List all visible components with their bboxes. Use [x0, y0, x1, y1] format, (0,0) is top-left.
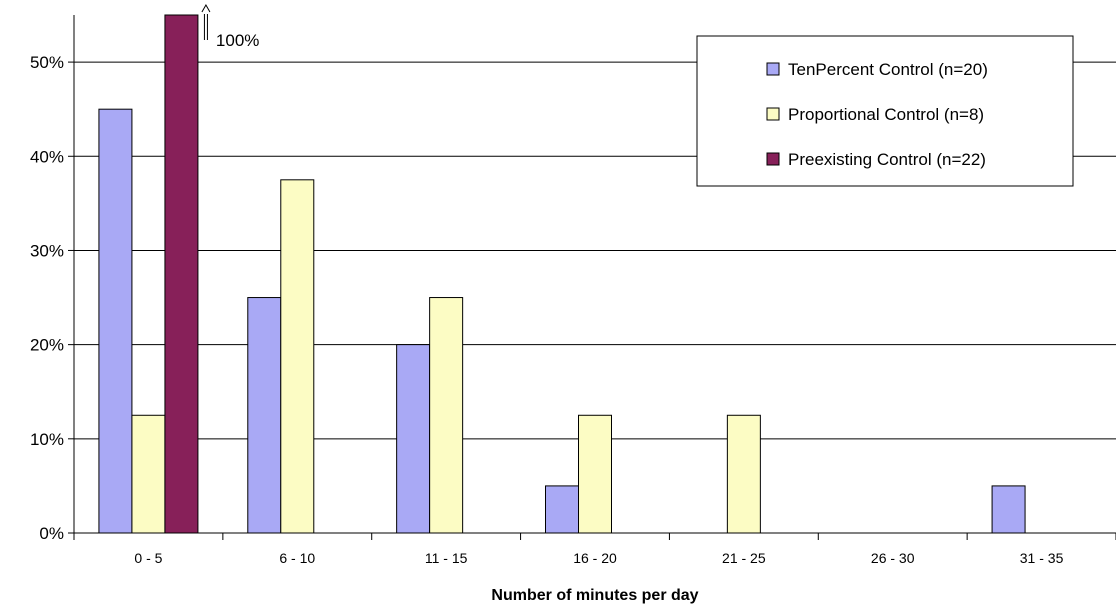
- x-tick-label: 16 - 20: [573, 550, 617, 566]
- x-tick-labels: 0 - 5 6 - 10 11 - 15 16 - 20 21 - 25 26 - 30 3…: [73, 533, 1116, 566]
- overflow-annotation: 100%: [201, 3, 259, 50]
- x-tick-label: 26 - 30: [871, 550, 915, 566]
- y-tick-label: 0%: [39, 524, 64, 543]
- legend-swatch: [766, 107, 780, 121]
- bar: [991, 485, 1026, 534]
- bar: [280, 179, 315, 534]
- x-tick-label: 0 - 5: [134, 550, 162, 566]
- legend-label: Proportional Control (n=8): [788, 105, 984, 124]
- overflow-annotation-label: 100%: [216, 31, 259, 50]
- y-tick-labels: 0% 10% 20% 30% 40% 50%: [30, 53, 64, 543]
- bar: [164, 14, 199, 534]
- bar: [578, 414, 612, 534]
- bar: [429, 297, 464, 534]
- legend-swatch: [766, 152, 780, 166]
- x-tick-label: 31 - 35: [1020, 550, 1064, 566]
- bar: [545, 485, 579, 534]
- x-tick-label: 6 - 10: [279, 550, 315, 566]
- y-tick-label: 30%: [30, 241, 64, 260]
- y-tick-label: 10%: [30, 430, 64, 449]
- bar: [98, 108, 133, 534]
- legend-box: [696, 35, 1074, 187]
- y-tick-label: 20%: [30, 336, 64, 355]
- x-axis-title: Number of minutes per day: [491, 587, 698, 604]
- bar: [131, 414, 166, 534]
- bar: [396, 344, 431, 534]
- bars: [98, 14, 1026, 534]
- overflow-arrow-head: [201, 3, 211, 13]
- legend-label: TenPercent Control (n=20): [788, 60, 988, 79]
- axes: [73, 15, 1116, 534]
- y-tick-label: 40%: [30, 147, 64, 166]
- bar: [726, 414, 761, 534]
- legend-label: Preexisting Control (n=22): [788, 150, 986, 169]
- y-tick-label: 50%: [30, 53, 64, 72]
- bar: [247, 297, 282, 534]
- x-tick-label: 21 - 25: [722, 550, 766, 566]
- x-tick-label: 11 - 15: [425, 550, 468, 566]
- legend: TenPercent Control (n=20) Proportional Co…: [696, 35, 1074, 187]
- legend-swatch: [766, 62, 780, 76]
